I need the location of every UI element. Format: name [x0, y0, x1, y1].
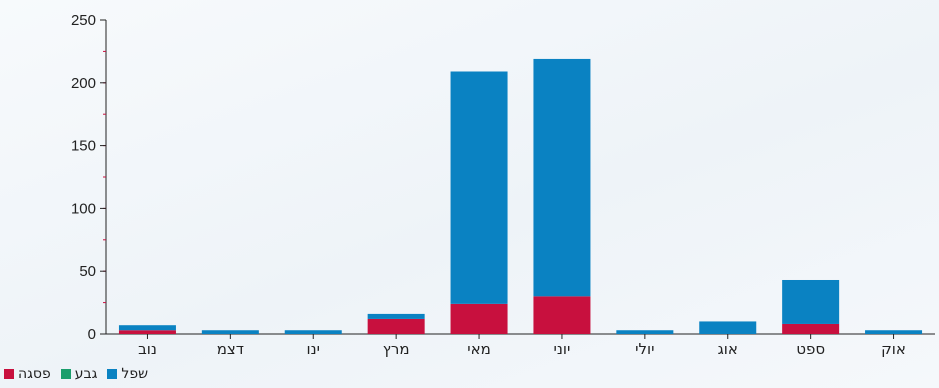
- x-tick-label: נוב: [138, 340, 157, 358]
- legend-swatch-hill: [60, 369, 71, 379]
- y-tick-label: 0: [88, 326, 96, 343]
- legend-label-hill: גבע: [74, 366, 98, 382]
- bar-segment[interactable]: [284, 330, 342, 334]
- bar-segment[interactable]: [782, 279, 840, 324]
- bar-segment[interactable]: [118, 330, 176, 334]
- x-tick-label: אוק: [881, 340, 906, 358]
- y-tick-labels: 0 50 100 150 200 250: [71, 12, 96, 343]
- bar-segment[interactable]: [450, 71, 508, 304]
- bar-segment[interactable]: [782, 323, 840, 334]
- x-tick-label: מאי: [467, 340, 491, 358]
- bar-segment[interactable]: [533, 58, 591, 297]
- legend-item-peak[interactable]: פסגה: [4, 366, 51, 382]
- y-tick-label: 100: [71, 200, 96, 217]
- legend-swatch-peak: [4, 369, 14, 379]
- legend-swatch-low: [107, 369, 118, 379]
- bar-segment[interactable]: [616, 330, 674, 334]
- bar-segment[interactable]: [865, 330, 923, 334]
- bar-segment[interactable]: [367, 313, 425, 319]
- x-tick-label: דצמ: [217, 340, 244, 358]
- x-tick-label: אוג: [718, 340, 738, 358]
- bar-segment[interactable]: [533, 296, 591, 334]
- legend-label-low: שפל: [121, 366, 149, 382]
- bar-segment[interactable]: [118, 325, 176, 331]
- chart-legend: פסגה גבע שפל: [4, 366, 148, 382]
- x-tick-labels: נוב דצמ ינו מרץ מאי יוני יולי אוג ספט אוק: [138, 340, 906, 358]
- legend-item-hill[interactable]: גבע: [60, 366, 98, 382]
- chart-bars: [118, 58, 923, 334]
- bar-segment[interactable]: [367, 318, 425, 334]
- x-tick-label: ינו: [307, 340, 320, 358]
- legend-item-low[interactable]: שפל: [107, 366, 148, 382]
- bar-segment[interactable]: [450, 303, 508, 334]
- x-tick-label: מרץ: [383, 340, 410, 358]
- y-tick-label: 50: [79, 263, 96, 280]
- legend-label-peak: פסגה: [18, 366, 51, 382]
- y-tick-label: 150: [71, 138, 96, 155]
- bar-segment[interactable]: [201, 330, 259, 334]
- bar-segment[interactable]: [699, 321, 757, 334]
- x-tick-label: יוני: [554, 340, 571, 358]
- y-tick-label: 200: [71, 75, 96, 92]
- x-tick-label: ספט: [796, 340, 825, 358]
- y-tick-label: 250: [71, 12, 96, 29]
- x-tick-label: יולי: [635, 340, 654, 358]
